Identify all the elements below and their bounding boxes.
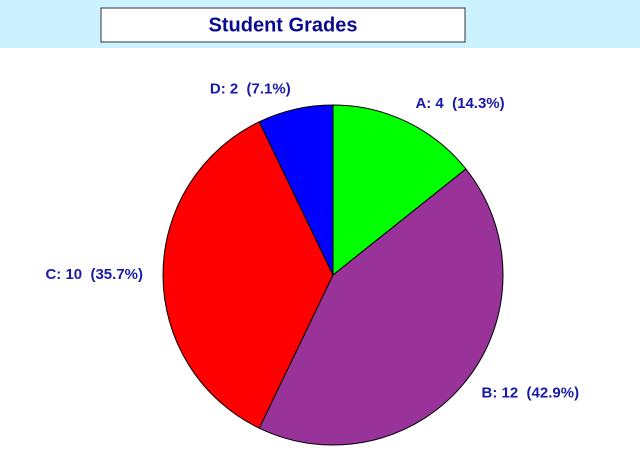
- slice-label: A: 4 (14.3%): [415, 95, 504, 112]
- title-box: [100, 7, 466, 43]
- chart-title: Student Grades: [209, 14, 358, 36]
- slice-label: D: 2 (7.1%): [210, 81, 291, 98]
- slice-label: B: 12 (42.9%): [482, 384, 580, 401]
- pie-slice: [258, 104, 334, 276]
- pie-slice: [332, 104, 467, 277]
- pie-slice: [258, 168, 504, 446]
- pie-slice: [162, 121, 334, 429]
- slice-label: C: 10 (35.7%): [45, 266, 143, 283]
